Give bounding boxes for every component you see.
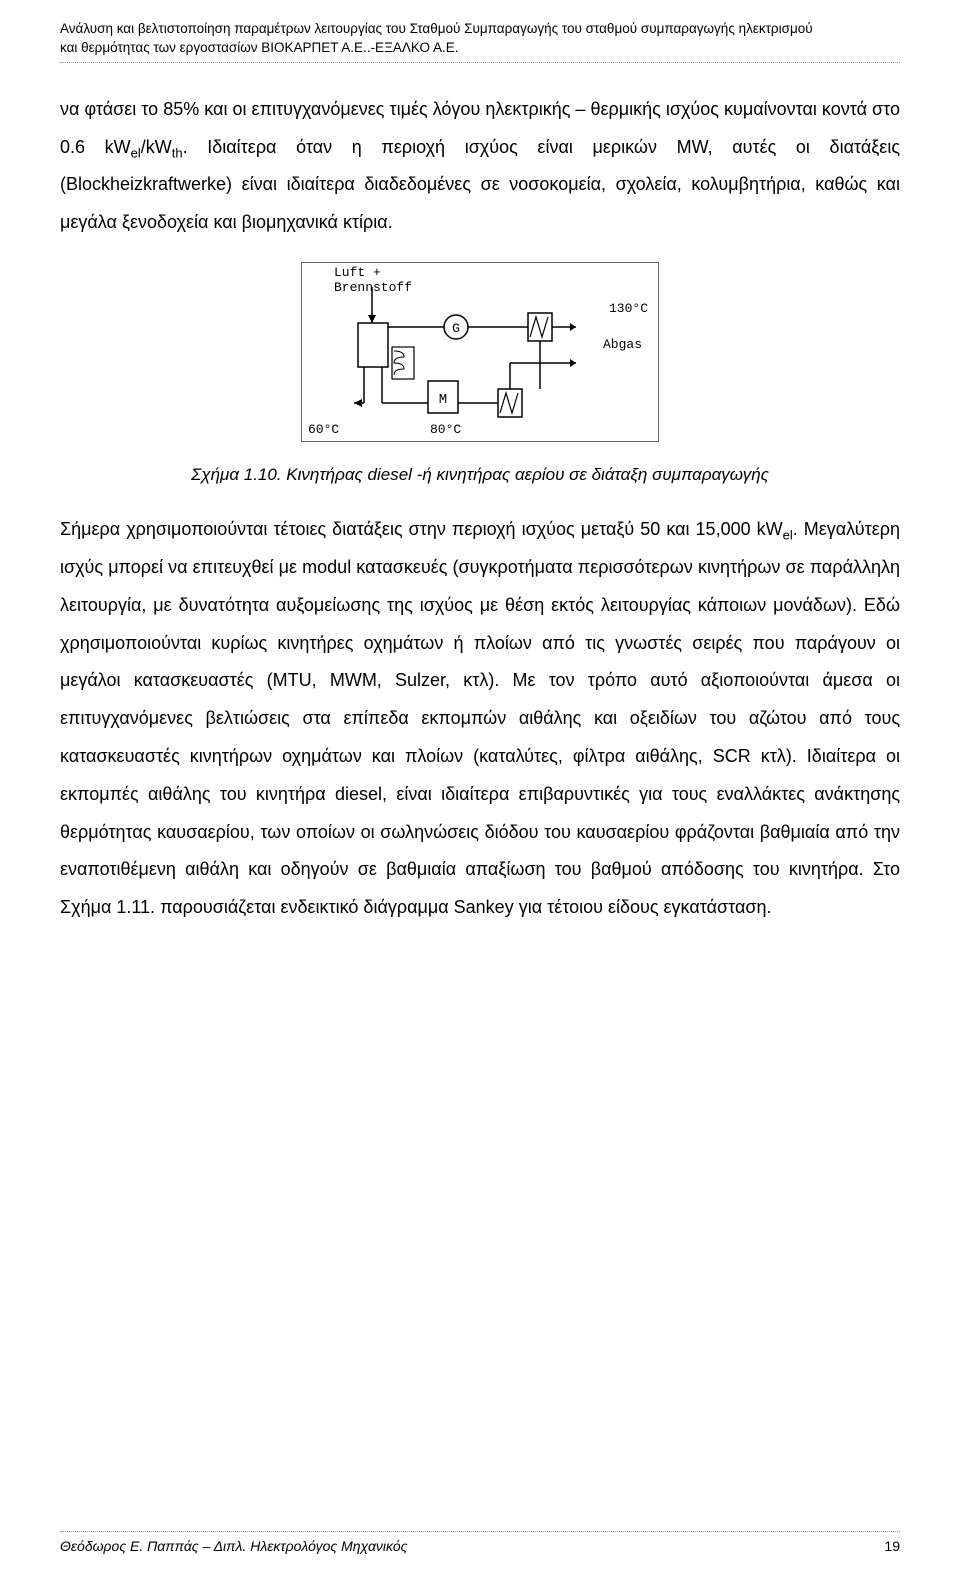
p2-text-a: Σήμερα χρησιμοποιούνται τέτοιες διατάξει…: [60, 519, 783, 539]
fig-label-80c: 80°C: [430, 422, 461, 437]
page-footer: Θεόδωρος Ε. Παππάς – Διπλ. Ηλεκτρολόγος …: [60, 1531, 900, 1554]
p1-text-b: /kW: [141, 137, 172, 157]
footer-author: Θεόδωρος Ε. Παππάς – Διπλ. Ηλεκτρολόγος …: [60, 1538, 407, 1554]
figure-caption: Σχήμα 1.10. Κινητήρας diesel -ή κινητήρα…: [60, 465, 900, 485]
running-header: Ανάλυση και βελτιστοποίηση παραμέτρων λε…: [60, 20, 900, 63]
p2-text-b: . Μεγαλύτερη ισχύς μπορεί να επιτευχθεί …: [60, 519, 900, 917]
fig-label-luft: Luft + Brennstoff: [334, 265, 412, 295]
svg-text:G: G: [452, 321, 460, 336]
subscript-el-2: el: [783, 528, 793, 543]
header-line1: Ανάλυση και βελτιστοποίηση παραμέτρων λε…: [60, 20, 900, 39]
engine-schematic-icon: G M: [322, 277, 622, 427]
svg-text:M: M: [439, 392, 447, 408]
figure-diagram: Luft + Brennstoff 130°C Abgas 60°C 80°C …: [301, 262, 659, 442]
header-line2: και θερμότητας των εργοστασίων ΒΙΟΚΑΡΠΕΤ…: [60, 39, 900, 58]
figure-1-10: Luft + Brennstoff 130°C Abgas 60°C 80°C …: [60, 262, 900, 447]
paragraph-2: Σήμερα χρησιμοποιούνται τέτοιες διατάξει…: [60, 511, 900, 927]
footer-page-number: 19: [884, 1538, 900, 1554]
paragraph-1: να φτάσει το 85% και οι επιτυγχανόμενες …: [60, 91, 900, 242]
subscript-th: th: [172, 145, 183, 160]
fig-label-60c: 60°C: [308, 422, 339, 437]
fig-label-130c: 130°C: [609, 301, 648, 316]
subscript-el: el: [131, 145, 141, 160]
p1-text-c: . Ιδιαίτερα όταν η περιοχή ισχύος είναι …: [60, 137, 900, 233]
fig-label-abgas: Abgas: [603, 337, 642, 352]
